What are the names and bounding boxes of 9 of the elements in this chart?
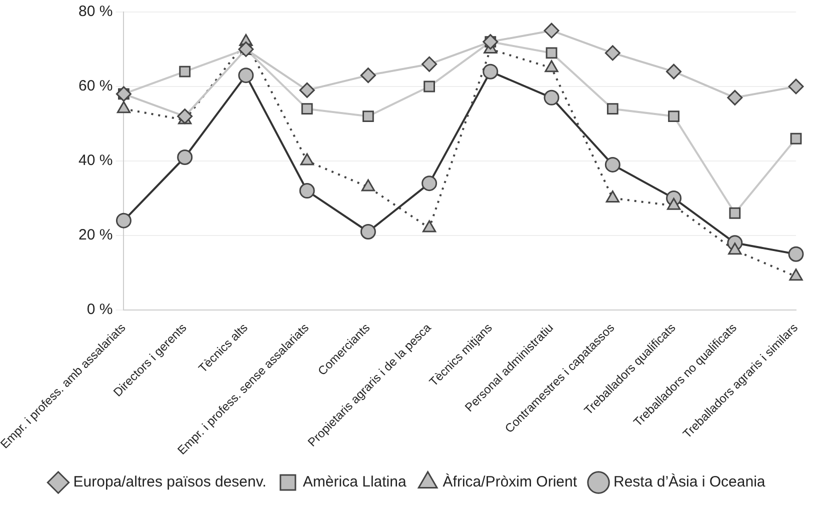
legend-label: Amèrica Llatina [302, 474, 407, 491]
y-tick-label: 60 % [78, 78, 113, 95]
y-tick-label: 80 % [78, 3, 113, 20]
y-tick-label: 20 % [78, 226, 113, 244]
y-tick-label: 40 % [78, 152, 113, 170]
legend-label: Resta d’Àsia i Oceania [614, 472, 766, 491]
y-tick-label: 0 % [86, 301, 113, 318]
legend-label: Àfrica/Pròxim Orient [442, 472, 578, 491]
legend-label: Europa/altres països desenv. [73, 474, 266, 491]
